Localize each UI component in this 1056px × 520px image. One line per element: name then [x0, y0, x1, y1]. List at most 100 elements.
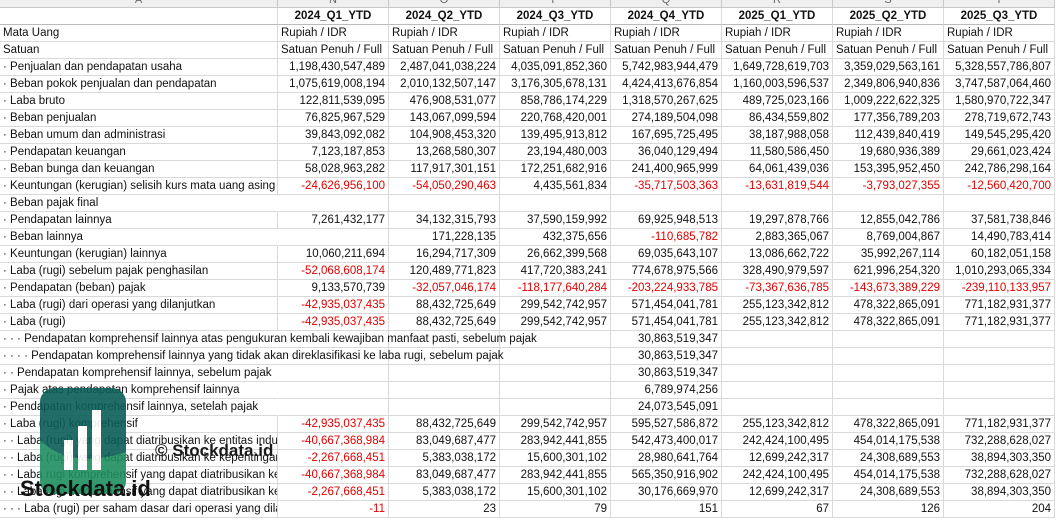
value-cell: 4,435,561,834: [500, 178, 611, 195]
value-cell: -11: [278, 501, 389, 518]
value-cell: 1,198,430,547,489: [278, 59, 389, 76]
value-cell: 23: [389, 501, 500, 518]
corner-cell: [0, 8, 278, 25]
row-label: · Pajak atas pendapatan komprehensif lai…: [0, 382, 278, 399]
text-cell: Satuan Penuh / Full: [611, 42, 722, 59]
value-cell: 120,489,771,823: [389, 263, 500, 280]
row-label: · · Laba (rugi) yang dapat diatribusikan…: [0, 433, 278, 450]
row-label: · Beban pokok penjualan dan pendapatan: [0, 76, 278, 93]
value-cell: 5,383,038,172: [389, 484, 500, 501]
value-cell: 24,308,689,553: [833, 450, 944, 467]
value-cell: 2,010,132,507,147: [389, 76, 500, 93]
value-cell: 3,747,587,064,460: [944, 76, 1055, 93]
empty-cell: [611, 195, 722, 212]
row-label: · · Laba (rugi) yang dapat diatribusikan…: [0, 450, 278, 467]
value-cell: 76,825,967,529: [278, 110, 389, 127]
row-label: Satuan: [0, 42, 278, 59]
value-cell: 24,073,545,091: [611, 399, 722, 416]
value-cell: 126: [833, 501, 944, 518]
period-header: 2025_Q1_YTD: [722, 8, 833, 25]
empty-cell: [500, 348, 611, 365]
text-cell: Rupiah / IDR: [944, 25, 1055, 42]
empty-cell: [944, 382, 1055, 399]
value-cell: 771,182,931,377: [944, 416, 1055, 433]
row-label: · Beban umum dan administrasi: [0, 127, 278, 144]
value-cell: 10,060,211,694: [278, 246, 389, 263]
value-cell: 299,542,742,957: [500, 416, 611, 433]
value-cell: 4,424,413,676,854: [611, 76, 722, 93]
row-label: · · Laba rugi komprehensif yang dapat di…: [0, 484, 278, 501]
value-cell: 13,268,580,307: [389, 144, 500, 161]
text-cell: Rupiah / IDR: [389, 25, 500, 42]
value-cell: -32,057,046,174: [389, 280, 500, 297]
value-cell: 9,133,570,739: [278, 280, 389, 297]
value-cell: 19,680,936,389: [833, 144, 944, 161]
value-cell: 30,863,519,347: [611, 348, 722, 365]
value-cell: 19,297,878,766: [722, 212, 833, 229]
value-cell: 38,894,303,350: [944, 484, 1055, 501]
empty-cell: [722, 382, 833, 399]
value-cell: 35,992,267,114: [833, 246, 944, 263]
value-cell: 771,182,931,377: [944, 314, 1055, 331]
value-cell: 3,359,029,563,161: [833, 59, 944, 76]
period-header: 2024_Q2_YTD: [389, 8, 500, 25]
row-label: Mata Uang: [0, 25, 278, 42]
row-label: · Laba bruto: [0, 93, 278, 110]
row-label: · Laba (rugi) sebelum pajak penghasilan: [0, 263, 278, 280]
value-cell: 255,123,342,812: [722, 297, 833, 314]
value-cell: 5,742,983,944,479: [611, 59, 722, 76]
row-label: · · · Pendapatan komprehensif lainnya at…: [0, 331, 537, 348]
row-label: · Beban pajak final: [0, 195, 278, 212]
value-cell: -40,667,368,984: [278, 433, 389, 450]
value-cell: 2,487,041,038,224: [389, 59, 500, 76]
value-cell: 16,294,717,309: [389, 246, 500, 263]
text-cell: Satuan Penuh / Full: [944, 42, 1055, 59]
value-cell: 8,769,004,867: [833, 229, 944, 246]
value-cell: 417,720,383,241: [500, 263, 611, 280]
value-cell: 37,590,159,992: [500, 212, 611, 229]
value-cell: 151: [611, 501, 722, 518]
empty-cell: [722, 195, 833, 212]
value-cell: 299,542,742,957: [500, 297, 611, 314]
value-cell: 14,490,783,414: [944, 229, 1055, 246]
row-label: · Pendapatan lainnya: [0, 212, 278, 229]
value-cell: 167,695,725,495: [611, 127, 722, 144]
value-cell: -143,673,389,229: [833, 280, 944, 297]
empty-cell: [278, 195, 389, 212]
value-cell: 1,075,619,008,194: [278, 76, 389, 93]
value-cell: 153,395,952,450: [833, 161, 944, 178]
text-cell: Satuan Penuh / Full: [389, 42, 500, 59]
value-cell: 7,123,187,853: [278, 144, 389, 161]
value-cell: -42,935,037,435: [278, 314, 389, 331]
value-cell: 242,786,298,164: [944, 161, 1055, 178]
value-cell: 489,725,023,166: [722, 93, 833, 110]
value-cell: 34,132,315,793: [389, 212, 500, 229]
value-cell: -2,267,668,451: [278, 450, 389, 467]
value-cell: 30,863,519,347: [611, 365, 722, 382]
value-cell: 732,288,628,027: [944, 467, 1055, 484]
value-cell: 478,322,865,091: [833, 416, 944, 433]
empty-cell: [389, 365, 500, 382]
value-cell: 15,600,301,102: [500, 450, 611, 467]
value-cell: 220,768,420,001: [500, 110, 611, 127]
value-cell: 11,580,586,450: [722, 144, 833, 161]
value-cell: -203,224,933,785: [611, 280, 722, 297]
value-cell: 38,187,988,058: [722, 127, 833, 144]
value-cell: 86,434,559,802: [722, 110, 833, 127]
value-cell: 571,454,041,781: [611, 314, 722, 331]
empty-cell: [278, 229, 389, 246]
value-cell: 12,699,242,317: [722, 484, 833, 501]
value-cell: 595,527,586,872: [611, 416, 722, 433]
value-cell: 58,028,963,282: [278, 161, 389, 178]
row-label: · Laba (rugi) dari operasi yang dilanjut…: [0, 297, 278, 314]
value-cell: 69,035,643,107: [611, 246, 722, 263]
empty-cell: [500, 382, 611, 399]
value-cell: 242,424,100,495: [722, 433, 833, 450]
value-cell: -35,717,503,363: [611, 178, 722, 195]
empty-cell: [278, 399, 389, 416]
value-cell: 104,908,453,320: [389, 127, 500, 144]
value-cell: 454,014,175,538: [833, 433, 944, 450]
value-cell: 30,863,519,347: [611, 331, 722, 348]
value-cell: 60,182,051,158: [944, 246, 1055, 263]
value-cell: 328,490,979,597: [722, 263, 833, 280]
